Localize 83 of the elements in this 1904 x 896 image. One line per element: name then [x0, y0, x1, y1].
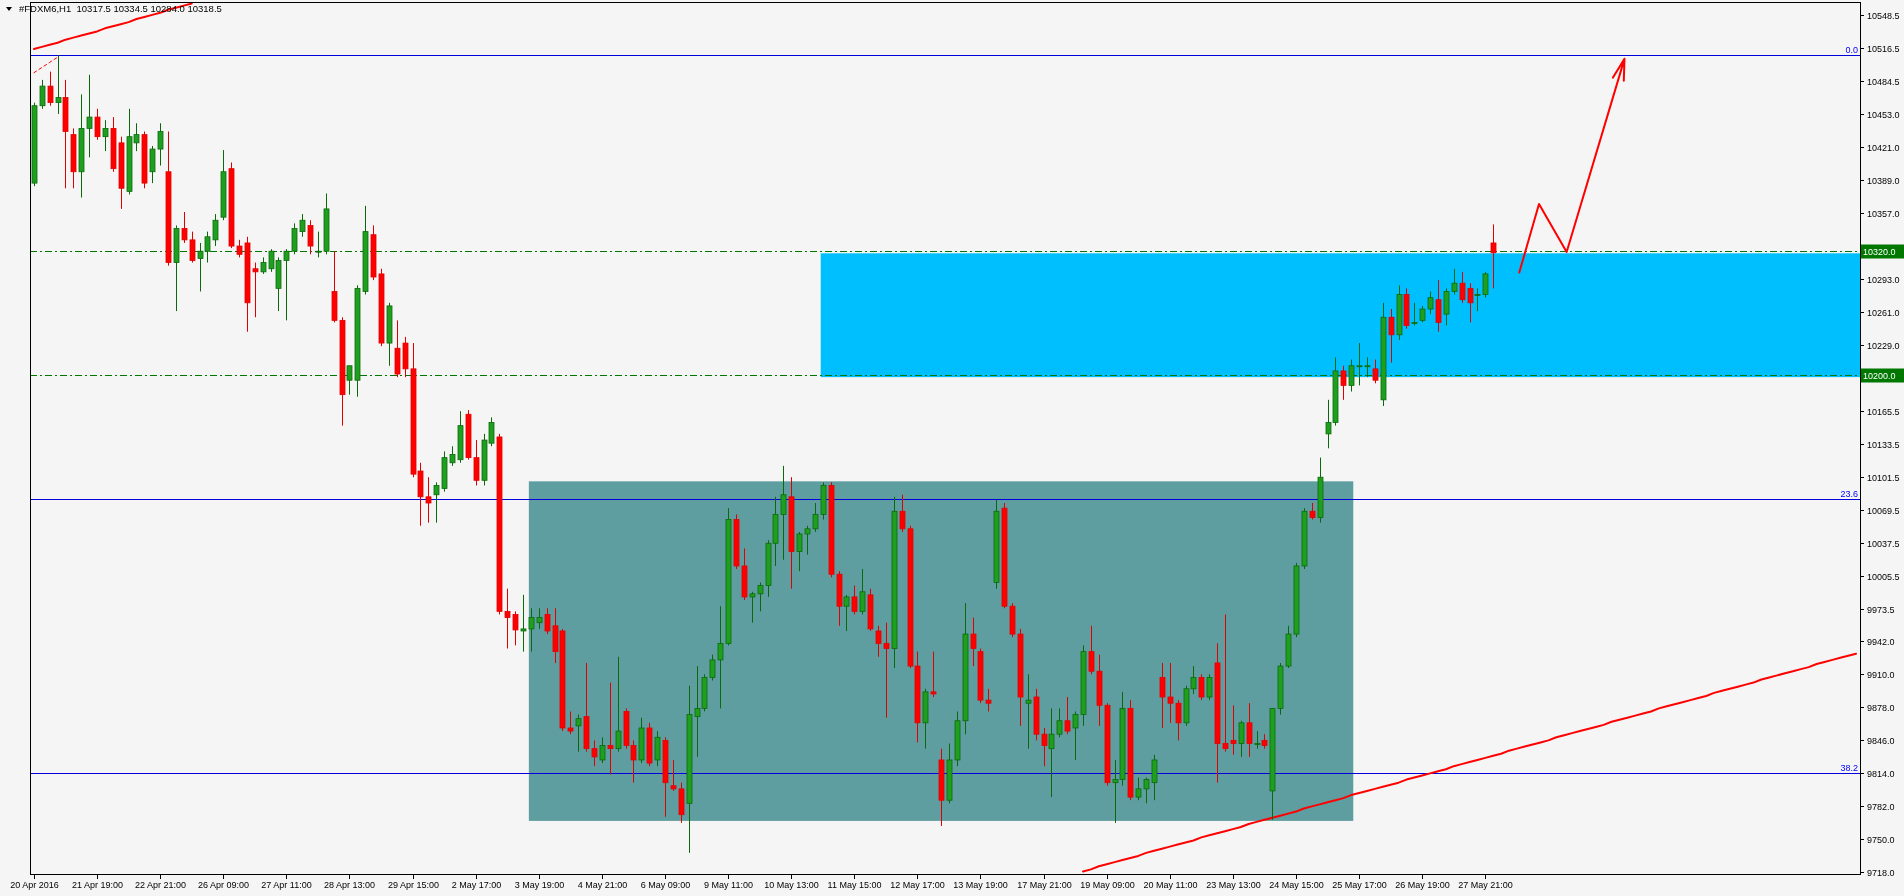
candlestick	[1435, 279, 1442, 333]
candlestick	[599, 736, 606, 764]
x-tick-label: 2 May 17:00	[451, 880, 502, 890]
x-tick-label: 22 Apr 21:00	[134, 880, 187, 890]
candlestick	[970, 617, 977, 667]
x-tick-label: 12 May 17:00	[890, 880, 945, 890]
y-tick-label: 10101.5	[1867, 472, 1900, 483]
candlestick	[1246, 702, 1253, 758]
candlestick	[1198, 673, 1205, 701]
y-tick-label: 10133.5	[1867, 439, 1900, 450]
candlestick	[607, 682, 614, 775]
line-series	[33, 56, 59, 74]
candlestick	[654, 730, 661, 767]
y-tick-label: 10357.0	[1867, 208, 1900, 219]
candlestick	[47, 71, 54, 107]
x-tick-label: 6 May 09:00	[640, 880, 691, 890]
ref-line-label: 10320.0	[1863, 246, 1896, 257]
ref-line-label: 10200.0	[1863, 370, 1896, 381]
y-tick-label: 9718.0	[1867, 867, 1895, 878]
y-tick-label: 9973.5	[1867, 604, 1895, 615]
annotation: 0.0	[1845, 44, 1858, 55]
x-tick-label: 19 May 09:00	[1080, 880, 1135, 890]
y-tick-label: 9910.0	[1867, 669, 1895, 680]
candlestick	[1372, 359, 1379, 384]
x-tick-label: 25 May 17:00	[1332, 880, 1387, 890]
x-tick-label: 23 May 13:00	[1206, 880, 1261, 890]
x-tick-label: 13 May 19:00	[953, 880, 1008, 890]
x-tick-label: 26 May 19:00	[1395, 880, 1450, 890]
line-series	[1082, 652, 1858, 873]
candlestick	[1064, 696, 1071, 735]
y-tick-label: 10005.5	[1867, 571, 1900, 582]
y-tick-label: 10229.0	[1867, 340, 1900, 351]
x-tick-label: 20 Apr 2016	[10, 880, 59, 890]
y-tick-label: 10389.0	[1867, 175, 1900, 186]
x-tick-label: 21 Apr 19:00	[71, 880, 124, 890]
annotation: 23.6	[1840, 488, 1858, 499]
x-tick-label: 26 Apr 09:00	[197, 880, 250, 890]
y-tick-label: 9750.0	[1867, 834, 1895, 845]
x-tick-label: 4 May 21:00	[577, 880, 628, 890]
y-tick-label: 9814.0	[1867, 768, 1895, 779]
x-tick-label: 20 May 11:00	[1143, 880, 1198, 890]
candlestick	[1025, 673, 1032, 750]
x-tick-label: 11 May 15:00	[827, 880, 882, 890]
candlestick	[575, 714, 582, 753]
y-tick-label: 9782.0	[1867, 801, 1895, 812]
x-tick-label: 24 May 15:00	[1269, 880, 1324, 890]
x-tick-label: 27 Apr 11:00	[261, 880, 312, 890]
candlestick	[1340, 365, 1347, 401]
candlestick	[859, 568, 866, 615]
candlestick	[1490, 223, 1497, 289]
candlestick	[94, 108, 101, 141]
candlestick	[843, 594, 850, 632]
y-tick-label: 9878.0	[1867, 702, 1895, 713]
y-tick-label: 10484.5	[1867, 76, 1900, 87]
annotation: 38.2	[1840, 762, 1858, 773]
x-tick-label: 17 May 21:00	[1017, 880, 1072, 890]
x-tick-label: 3 May 19:00	[514, 880, 565, 890]
y-tick-label: 10293.0	[1867, 274, 1900, 285]
x-tick-label: 9 May 11:00	[704, 880, 753, 890]
x-tick-label: 28 Apr 13:00	[323, 880, 376, 890]
candlestick	[1206, 673, 1213, 701]
y-tick-label: 9846.0	[1867, 735, 1895, 746]
candlestick	[55, 54, 62, 115]
candlestick	[930, 651, 937, 698]
y-tick-label: 10421.0	[1867, 142, 1900, 153]
x-tick-label: 29 Apr 15:00	[387, 880, 440, 890]
x-tick-label: 10 May 13:00	[764, 880, 819, 890]
candlestick	[1411, 302, 1418, 327]
y-tick-label: 10261.0	[1867, 307, 1900, 318]
x-tick-label: 27 May 21:00	[1458, 880, 1513, 890]
y-tick-label: 10516.5	[1867, 43, 1900, 54]
candlestick	[615, 656, 622, 753]
candlestick	[102, 119, 109, 152]
y-tick-label: 10037.5	[1867, 538, 1900, 549]
y-tick-label: 10548.5	[1867, 10, 1900, 21]
y-tick-label: 10165.5	[1867, 406, 1900, 417]
candlestick	[851, 585, 858, 615]
candlestick	[307, 219, 314, 255]
y-tick-label: 10453.0	[1867, 109, 1900, 120]
y-tick-label: 10069.5	[1867, 505, 1900, 516]
y-tick-label: 9942.0	[1867, 636, 1895, 647]
candlestick	[1238, 720, 1245, 758]
candlestick	[1388, 308, 1395, 364]
